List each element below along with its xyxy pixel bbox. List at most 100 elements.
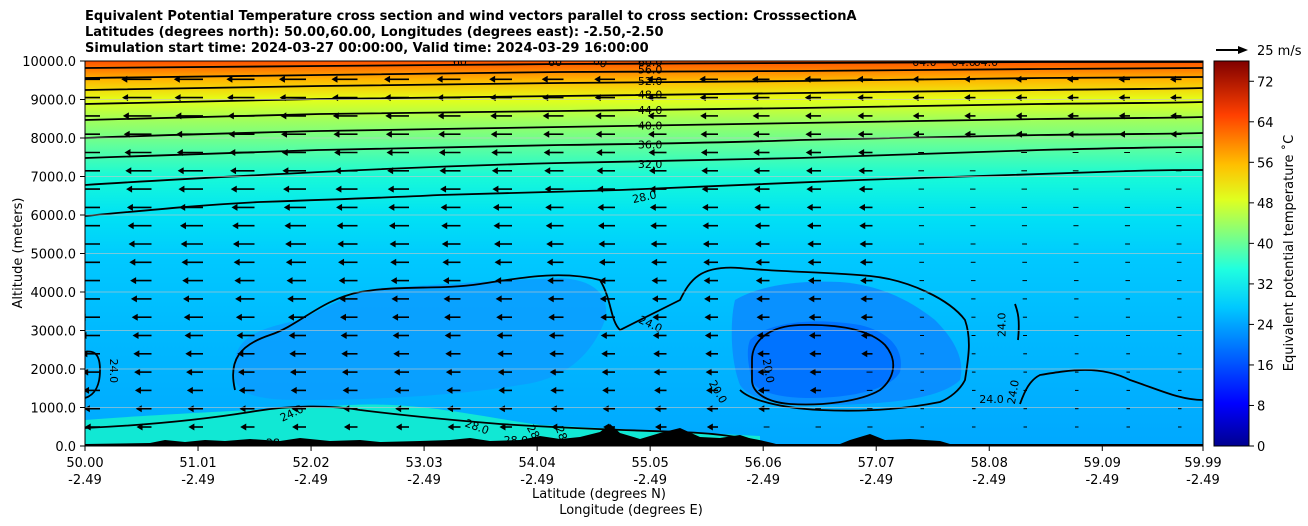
wind-vector-head [499,423,506,431]
wind-vector-head [230,185,237,193]
wind-vector-head [495,277,502,285]
y-tick-label: 0.0 [55,440,76,455]
wind-vector-head [596,167,603,175]
wind-vector-head [646,75,653,83]
wind-vector-head [963,75,970,83]
wind-vector-head [181,258,188,266]
colorbar-tick-label: 48 [1257,197,1274,212]
wind-vector-head [125,167,132,175]
wind-vector-head [291,405,298,413]
wind-vector-head [442,277,449,285]
wind-vector-head [598,258,605,266]
contour-label: 20.0 [760,358,777,384]
wind-vector-head [1170,112,1177,120]
wind-vector-head [385,130,392,138]
wind-vector-head [805,130,812,138]
wind-vector-head [444,332,451,339]
contour-60 [85,61,1203,69]
wind-vector-head [136,423,143,431]
x-tick-label-lat: 52.02 [292,456,329,471]
wind-vector-head [132,332,139,339]
x-tick-label-lon: -2.49 [746,473,780,488]
y-tick-label: 10000.0 [22,55,76,70]
wind-vector-head [335,185,342,193]
wind-vector-head [343,423,350,431]
wind-vector-head [703,277,710,285]
wind-vector-head [547,295,554,303]
contour-label: 40.0 [638,119,663,132]
wind-vector-head [752,112,759,120]
wind-vector-head [282,167,289,175]
contour-label: 24.0 [1005,379,1022,405]
colorbar-bar [1213,60,1250,447]
x-tick-label-lon: -2.49 [520,473,554,488]
x-tick-label-lat: 53.03 [405,456,442,471]
wind-vector-head [442,258,449,266]
wind-vector-head [857,130,864,138]
wind-vector-head [440,185,447,193]
wind-vector-head [652,332,659,339]
wind-vector-head [858,149,865,156]
wind-vector-head [437,112,444,120]
wind-vector-head [491,167,498,175]
contour-label: 28 [266,437,280,450]
wind-vector-head [387,167,394,175]
wind-vector-head [182,277,189,285]
wind-vector-head [597,222,604,230]
wind-vector-head [240,423,247,431]
wind-vector-head [341,368,348,376]
contour-label: 64.0 [912,56,937,69]
wind-vector-head [179,222,186,230]
quiver-key-label: 25 m/s [1257,44,1302,59]
wind-vector-head [446,386,453,394]
wind-vector-head [283,203,290,211]
wind-vector-head [549,368,556,376]
wind-vector-head [544,185,551,193]
wind-vector-head [704,332,711,339]
wind-vector-head [390,277,397,285]
wind-vector-head [857,112,864,120]
wind-vector-head [647,112,654,120]
contour-label: 60 [591,54,609,71]
contour-label: 60 [453,56,467,69]
wind-vector-head [599,295,606,303]
x-tick-label-lon: -2.49 [68,473,102,488]
wind-vector-head [601,368,608,376]
x-tick-label-lon: -2.49 [294,473,328,488]
y-tick-label: 8000.0 [31,132,77,147]
contour-24-low [85,405,781,446]
wind-vector-head [602,405,609,413]
x-axis: 50.00 -2.49 51.01 -2.49 52.02 -2.49 53.03 -2.49… [66,446,1222,488]
wind-vector-head [498,405,505,413]
wind-vector-head [390,258,397,266]
x-tick-label-lon: -2.49 [407,473,441,488]
title-line-1: Equivalent Potential Temperature cross s… [85,9,857,24]
wind-vector-head [129,258,136,266]
x-tick-label-lon: -2.49 [1085,473,1119,488]
wind-vector-head [808,313,815,321]
contour-label: 36.0 [638,139,663,152]
x-tick-label-lat: 58.08 [971,456,1008,471]
wind-vector-head [290,386,297,394]
wind-vector-head [288,332,295,339]
wind-vector-head [395,423,402,431]
wind-vector-head [130,277,137,285]
x-tick-label-lon: -2.49 [1186,473,1220,488]
wind-vector-head [490,112,497,120]
wind-vector-head [391,295,398,303]
wind-vector-head [496,313,503,321]
wind-vector-head [809,350,816,358]
contour-label: 28 [524,423,542,442]
wind-vector-head [498,386,505,394]
wind-vector-head [186,368,193,376]
contour-label: 64.0 [951,56,976,69]
wind-vector-head [340,332,347,339]
wind-vector-head [699,75,706,83]
wind-vector-head [595,112,602,120]
colorbar-tick-label: 40 [1257,237,1274,252]
wind-vector-head [912,112,919,120]
contour-32 [85,146,1203,186]
wind-vector-head [497,368,504,376]
